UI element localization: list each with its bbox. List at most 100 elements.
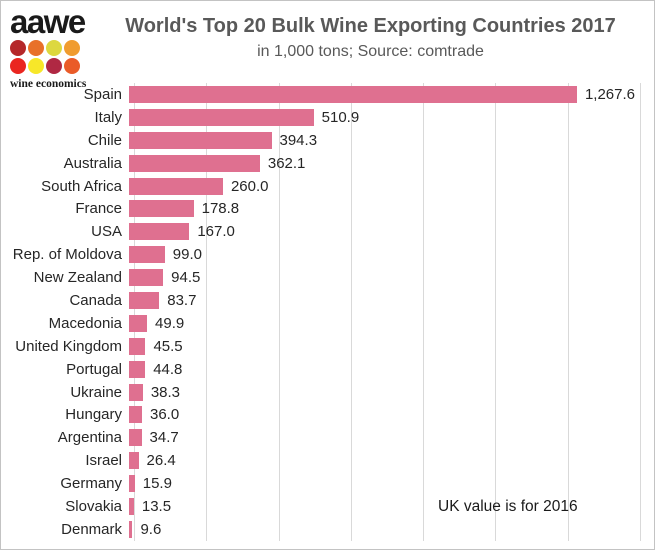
value-label: 167.0	[197, 223, 235, 241]
value-label: 15.9	[142, 475, 172, 493]
plot-area: 260.0	[129, 175, 635, 198]
value-label: 394.3	[279, 131, 318, 149]
plot-area: 44.8	[129, 358, 635, 381]
category-label: Portugal	[66, 360, 122, 378]
category-label: United Kingdom	[15, 337, 122, 355]
value-label: 260.0	[230, 177, 269, 195]
value-label: 38.3	[150, 383, 181, 401]
bar	[129, 154, 260, 172]
bar	[129, 452, 139, 470]
bar	[129, 177, 223, 195]
logo-dot-icon	[10, 58, 26, 74]
plot-area: 9.6	[129, 518, 635, 541]
bar	[129, 406, 142, 424]
bar	[129, 269, 164, 287]
value-label: 510.9	[321, 108, 360, 126]
plot-area: 1,267.6	[129, 83, 635, 106]
plot-area: 94.5	[129, 266, 635, 289]
bar	[129, 314, 148, 332]
plot-area: 510.9	[129, 106, 635, 129]
category-label: Denmark	[61, 520, 122, 538]
bar	[129, 429, 142, 447]
category-label: Ukraine	[70, 383, 122, 401]
category-label: South Africa	[41, 177, 122, 195]
bar-row: Canada 83.7	[1, 289, 654, 312]
logo-dot-icon	[28, 58, 44, 74]
gridline	[278, 83, 280, 541]
bar-row: Denmark 9.6	[1, 518, 654, 541]
chart-subtitle: in 1,000 tons; Source: comtrade	[257, 43, 484, 60]
bar	[129, 383, 143, 401]
bar	[129, 85, 577, 103]
bar	[129, 291, 160, 309]
bar	[129, 200, 194, 218]
value-label: 1,267.6	[584, 85, 635, 103]
category-label: Italy	[94, 108, 122, 126]
logo-dot-icon	[46, 40, 62, 56]
value-label: 362.1	[267, 154, 306, 172]
value-label: 26.4	[146, 452, 176, 470]
plot-area: 15.9	[129, 472, 635, 495]
value-label: 83.7	[167, 291, 197, 309]
bar-row: Chile 394.3	[1, 129, 654, 152]
plot-area: 362.1	[129, 152, 635, 175]
logo-dot-icon	[64, 40, 80, 56]
value-label: 94.5	[171, 269, 201, 287]
category-label: Chile	[87, 131, 122, 149]
bar-row: Italy 510.9	[1, 106, 654, 129]
category-label: Canada	[69, 291, 122, 309]
value-label: 13.5	[141, 497, 172, 515]
value-label: 36.0	[150, 406, 180, 424]
bar-row: France 178.8	[1, 197, 654, 220]
category-label: Slovakia	[65, 497, 122, 515]
bar	[129, 520, 133, 538]
bar	[129, 337, 146, 355]
category-label: Argentina	[57, 429, 122, 447]
bar	[129, 360, 146, 378]
plot-area: 26.4	[129, 449, 635, 472]
annotation-note: UK value is for 2016	[438, 498, 578, 515]
value-label: 45.5	[153, 337, 183, 355]
category-label: Spain	[83, 85, 122, 103]
bar-rows: Spain 1,267.6 Italy 510.9 Chile 394.3 Australi…	[1, 83, 654, 541]
bar-row: Australia 362.1	[1, 152, 654, 175]
logo-dot-icon	[64, 58, 80, 74]
gridline	[495, 83, 497, 541]
category-label: Israel	[85, 452, 122, 470]
gridline	[423, 83, 425, 541]
plot-area: 83.7	[129, 289, 635, 312]
bar	[129, 246, 165, 264]
value-label: 44.8	[153, 360, 183, 378]
category-label: Macedonia	[48, 314, 122, 332]
plot-area: 49.9	[129, 312, 635, 335]
bar-row: Rep. of Moldova 99.0	[1, 243, 654, 266]
category-label: Hungary	[65, 406, 122, 424]
plot-area: 99.0	[129, 243, 635, 266]
category-label: New Zealand	[33, 269, 122, 287]
gridline	[350, 83, 352, 541]
bar-row: Ukraine 38.3	[1, 381, 654, 404]
plot-area: 45.5	[129, 335, 635, 358]
aawe-tagline: wine economics	[10, 78, 87, 90]
gridline	[567, 83, 569, 541]
gridline	[640, 83, 641, 541]
bar-row: Hungary 36.0	[1, 403, 654, 426]
value-label: 9.6	[140, 520, 162, 538]
plot-area: 394.3	[129, 129, 635, 152]
logo-dot-icon	[46, 58, 62, 74]
category-label: Australia	[63, 154, 122, 172]
plot-area: 13.5	[129, 495, 635, 518]
aawe-wordmark: aawe	[10, 3, 86, 40]
plot-area: 36.0	[129, 403, 635, 426]
category-label: Rep. of Moldova	[12, 246, 122, 264]
plot-area: 167.0	[129, 220, 635, 243]
plot-area: 34.7	[129, 426, 635, 449]
value-label: 49.9	[155, 314, 185, 332]
chart-title: World's Top 20 Bulk Wine Exporting Count…	[125, 15, 616, 37]
bar-row: Germany 15.9	[1, 472, 654, 495]
value-label: 99.0	[172, 246, 202, 264]
aawe-dots-icon	[10, 40, 90, 75]
plot-area: 178.8	[129, 197, 635, 220]
value-label: 34.7	[149, 429, 179, 447]
